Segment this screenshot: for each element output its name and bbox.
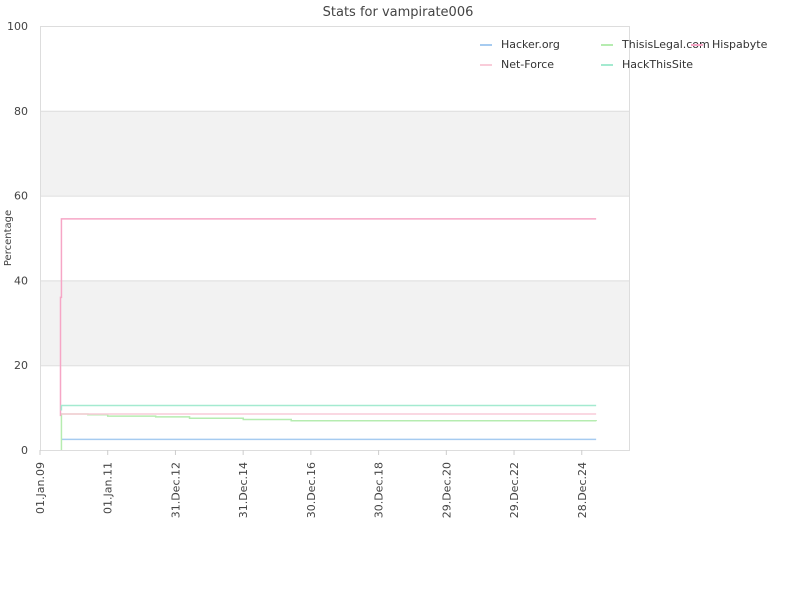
plot-band: [40, 110, 630, 196]
plot-band: [40, 280, 630, 366]
x-tick-label: 29.Dec.20: [440, 462, 453, 518]
chart-title: Stats for vampirate006: [323, 5, 474, 20]
grid-lines: [40, 26, 630, 451]
plot-bands: [40, 110, 630, 366]
legend-label: HackThisSite: [622, 58, 693, 71]
x-tick-label: 31.Dec.12: [169, 462, 182, 518]
x-tick-label: 30.Dec.18: [373, 462, 386, 518]
y-tick-labels: 0 20 40 60 80 100: [7, 20, 28, 457]
y-tick-label: 0: [21, 444, 28, 457]
series-lines: [59, 218, 597, 450]
legend-label: ThisisLegal.com: [621, 38, 710, 51]
x-tick-label: 01.Jan.09: [34, 462, 47, 514]
y-tick-label: 100: [7, 20, 28, 33]
legend-label: Hacker.org: [501, 38, 560, 51]
x-tick-label: 29.Dec.22: [508, 462, 521, 518]
x-tick-labels: 01.Jan.09 01.Jan.11 31.Dec.12 31.Dec.14 30.D…: [34, 450, 589, 518]
legend-label: Net-Force: [501, 58, 554, 71]
x-tick-label: 01.Jan.11: [102, 462, 115, 514]
legend-label: Hispabyte: [712, 38, 768, 51]
series-line-hispabyte: [59, 218, 597, 417]
x-tick-label: 30.Dec.16: [305, 462, 318, 518]
y-tick-label: 40: [14, 274, 28, 287]
y-tick-label: 80: [14, 105, 28, 118]
y-tick-label: 60: [14, 190, 28, 203]
series-line-thisislegal-com: [60, 413, 597, 450]
y-tick-label: 20: [14, 359, 28, 372]
legend: Hacker.org ThisisLegal.com Hispabyte Net-Fo…: [480, 38, 768, 71]
x-tick-label: 31.Dec.14: [237, 462, 250, 518]
y-axis-title: Percentage: [3, 210, 14, 266]
x-tick-label: 28.Dec.24: [576, 462, 589, 518]
series-line-hackthissite: [60, 404, 597, 411]
